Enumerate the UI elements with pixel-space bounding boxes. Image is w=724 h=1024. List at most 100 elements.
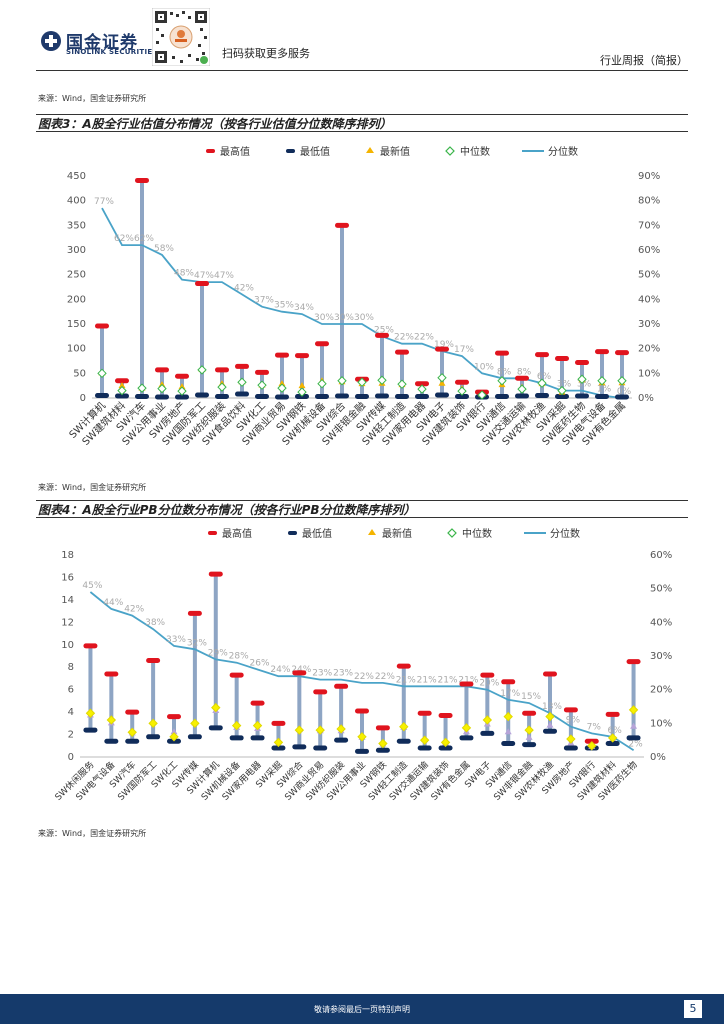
y-tick-label: 100 [67,344,86,355]
latest-marker [178,383,186,390]
chart2-pb-distribution: 最高值 最低值 最新值 中位数 分位数 0 2 4 6 8 10 12 14 16 18 0% 10% 20% 30… [52,527,672,803]
page-header: 国金证券 SINOLINK SECURITIES 扫码获取更多服务 行业周报（简… [0,0,724,71]
legend-max-marker [206,149,215,153]
max-marker [495,350,509,356]
percentile-label: 23% [312,669,332,679]
min-marker [355,394,369,400]
range-bar [151,660,156,737]
median-marker [357,377,367,387]
range-bar [339,686,344,741]
max-marker [135,177,149,183]
percentile-label: 17% [500,689,520,699]
max-marker [417,710,432,716]
min-marker [255,394,269,400]
max-marker [235,363,249,369]
median-marker [277,383,287,393]
min-marker [155,394,169,400]
percentile-label: 37% [254,296,274,306]
max-marker [146,657,161,663]
min-marker [146,734,161,740]
max-marker [605,711,620,717]
min-marker [595,394,609,400]
legend-label: 最高值 [220,145,250,158]
median-marker [237,377,247,387]
median-marker [557,385,567,396]
min-marker [375,747,390,753]
range-bar [255,703,260,738]
max-marker [295,353,309,359]
median-marker [377,375,387,385]
min-marker [313,745,328,751]
min-marker [187,734,202,740]
qr-code-icon[interactable] [152,8,210,66]
median-marker [577,374,587,384]
range-bar [560,358,564,397]
percentile-label: 1% [597,385,612,395]
chart1-valuation-distribution: 最高值 最低值 最新值 中位数 分位数 0 50 100 150 200 250 300 350 400 4… [66,145,660,448]
percentile-label: 20% [479,679,499,689]
range-bar [440,349,444,396]
median-marker [397,379,407,389]
latest-marker [546,721,554,728]
y-tick-label: 250 [67,270,86,281]
max-marker [480,672,495,678]
min-marker [417,745,432,751]
range-bar [485,675,490,734]
qr-caption: 扫码获取更多服务 [222,47,310,60]
percentile-label: 44% [103,598,123,608]
range-bar [400,352,404,397]
range-bar [568,709,573,749]
min-marker [315,394,329,400]
legend-label: 分位数 [548,145,578,158]
company-name-en: SINOLINK SECURITIES [66,48,158,56]
y2-tick-label: 70% [638,220,660,231]
percentile-label: 38% [145,618,165,628]
range-bar [130,712,135,742]
y-tick-label: 16 [61,572,74,583]
percentile-label: 58% [154,244,174,254]
min-marker [229,735,244,741]
median-marker [297,387,307,397]
percentile-label: 47% [214,271,234,281]
latest-marker [525,733,533,740]
header-divider [36,70,688,71]
page-number: 5 [684,1000,702,1018]
percentile-label: 24% [270,665,290,675]
median-marker [437,373,447,383]
max-marker [313,689,328,695]
range-bar [320,343,324,397]
latest-marker [630,722,638,729]
median-marker [457,386,467,396]
median-marker [461,723,472,733]
median-marker [190,718,200,729]
max-marker [435,346,449,352]
y-tick-label: 0 [68,752,74,763]
chart1-title: 图表3：A股全行业估值分布情况（按各行业估值分位数降序排列） [36,114,688,132]
median-marker [440,737,451,748]
max-marker [187,610,202,616]
percentile-label: 33% [166,635,186,645]
percentile-label: 35% [274,301,294,311]
legend-latest-marker [366,147,374,153]
footer-disclaimer: 敬请参阅最后一页特别声明 [314,1005,410,1014]
median-marker [482,715,493,725]
min-marker [563,745,578,751]
y2-tick-label: 40% [650,617,672,628]
min-marker [83,727,98,733]
max-marker [215,367,229,373]
percentile-label: 22% [414,333,434,343]
percentile-label: 42% [124,605,144,615]
percentile-label: 24% [291,665,311,675]
median-marker [357,732,367,742]
percentile-label: 19% [434,340,454,350]
range-bar [600,351,604,397]
percentile-label: 21% [438,675,458,685]
median-marker [503,711,513,722]
company-name-cn: 国金证券 [66,33,138,53]
percentile-label: 10% [474,362,494,372]
range-bar [340,225,344,397]
max-marker [104,671,119,677]
max-marker [535,352,549,358]
median-marker [524,725,534,735]
y-tick-label: 0 [80,393,86,404]
